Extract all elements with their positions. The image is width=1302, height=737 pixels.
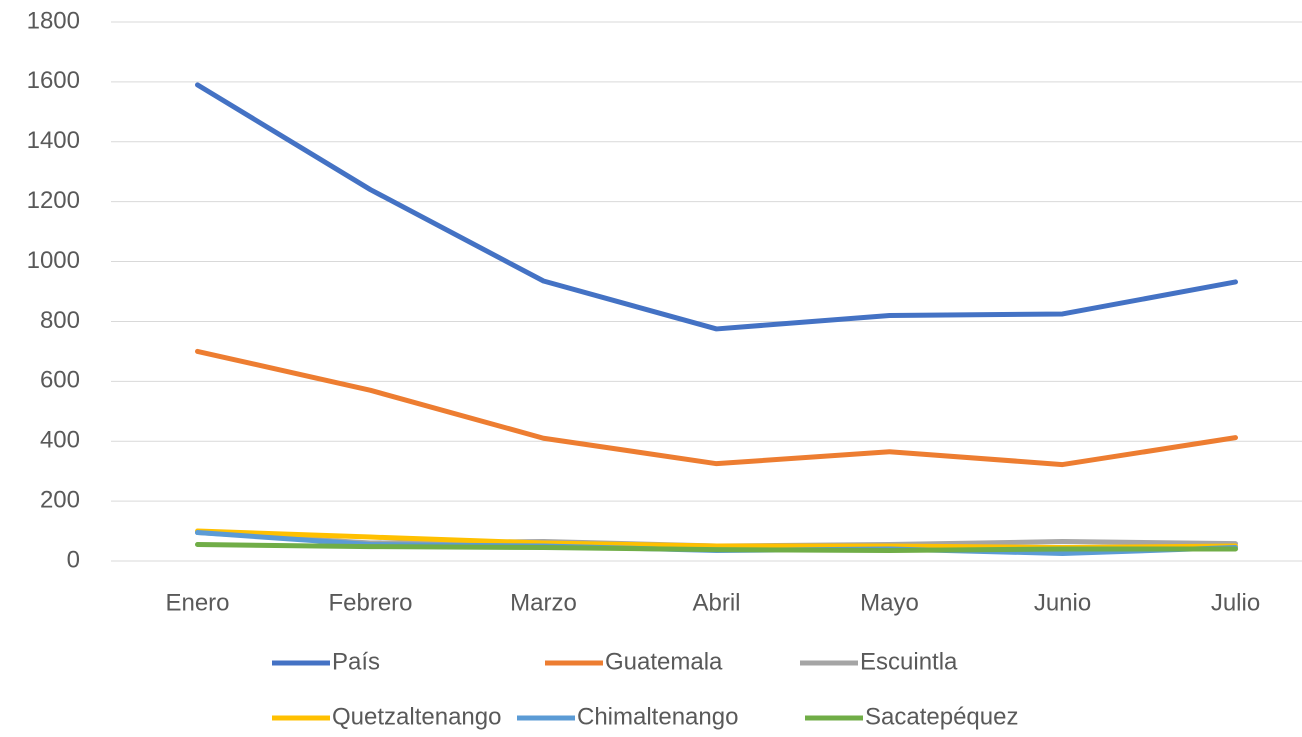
y-tick-label: 1200 — [27, 187, 80, 214]
x-tick-label: Abril — [692, 589, 740, 616]
series-line — [195, 542, 1238, 554]
y-tick-label: 1600 — [27, 67, 80, 94]
series-line — [195, 82, 1238, 332]
y-tick-label: 1000 — [27, 247, 80, 274]
legend-label: Guatemala — [605, 648, 723, 675]
legend-label: País — [332, 648, 380, 675]
y-tick-label: 1800 — [27, 7, 80, 34]
y-tick-label: 1400 — [27, 127, 80, 154]
legend-label: Quetzaltenango — [332, 703, 501, 730]
x-tick-label: Junio — [1034, 589, 1091, 616]
y-tick-label: 800 — [40, 307, 80, 334]
legend-label: Escuintla — [860, 648, 958, 675]
x-tick-label: Mayo — [860, 589, 919, 616]
series-line — [195, 348, 1238, 468]
y-tick-label: 400 — [40, 427, 80, 454]
x-tick-label: Enero — [165, 589, 229, 616]
legend-label: Chimaltenango — [577, 703, 738, 730]
x-tick-label: Marzo — [510, 589, 577, 616]
y-tick-label: 200 — [40, 486, 80, 513]
y-tick-label: 0 — [67, 546, 80, 573]
x-tick-label: Febrero — [328, 589, 412, 616]
legend-label: Sacatepéquez — [865, 703, 1018, 730]
y-tick-label: 600 — [40, 367, 80, 394]
x-tick-label: Julio — [1211, 589, 1260, 616]
